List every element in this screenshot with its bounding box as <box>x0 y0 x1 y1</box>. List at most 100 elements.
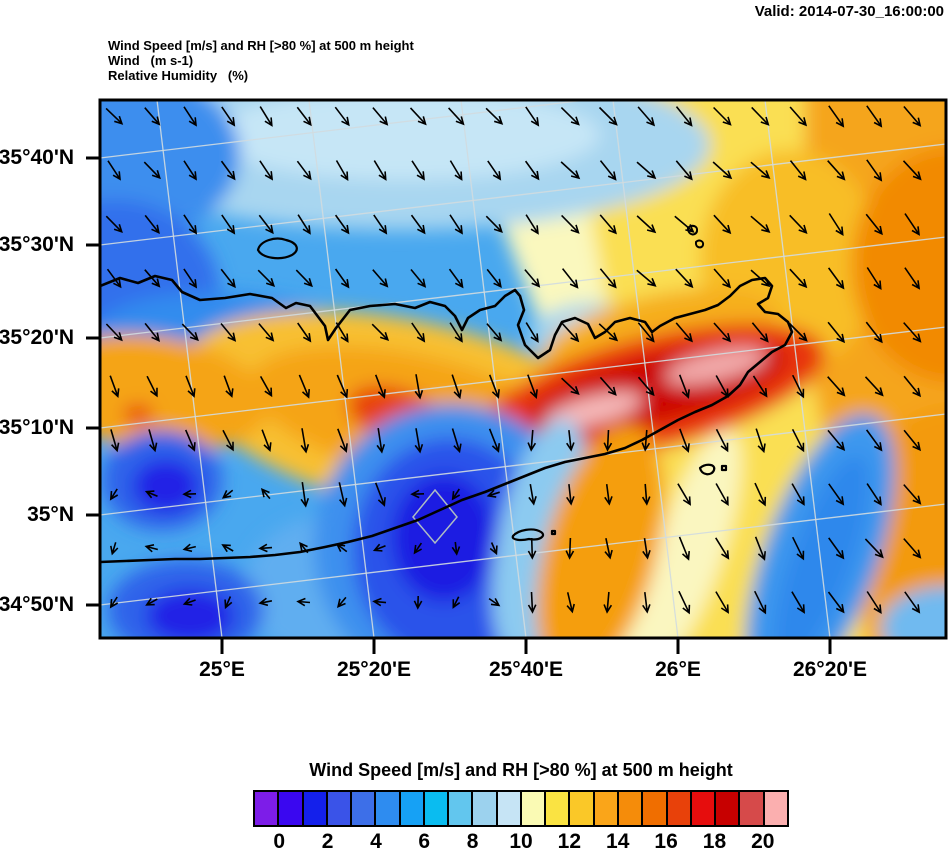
colorbar-cell <box>424 792 450 825</box>
wind-arrow <box>828 213 844 236</box>
wind-arrow <box>675 268 694 289</box>
wind-arrow <box>413 542 423 555</box>
wind-arrow <box>712 161 733 180</box>
wind-arrow <box>865 429 883 452</box>
wind-arrow <box>527 591 537 614</box>
wind-arrow <box>751 322 769 343</box>
wind-arrow <box>183 214 198 235</box>
wind-arrow <box>715 591 729 614</box>
wind-arrow <box>527 374 538 399</box>
wind-arrow <box>334 106 350 127</box>
wind-arrow <box>678 590 691 615</box>
title-line-2: Wind (m s-1) <box>108 53 194 68</box>
wind-arrow <box>146 375 158 398</box>
colorbar-tick-label: 14 <box>606 830 630 853</box>
wind-arrow <box>677 483 691 506</box>
wind-arrow <box>485 215 503 234</box>
colorbar-cell <box>740 792 765 825</box>
wind-arrow <box>184 429 196 452</box>
wind-arrow <box>678 374 690 399</box>
wind-arrow <box>904 591 921 614</box>
lat-label: 35°N <box>27 503 74 526</box>
wind-arrow <box>603 429 613 452</box>
colorbar-tick-label: 20 <box>751 830 775 853</box>
wind-arrow <box>903 429 922 452</box>
wind-arrow <box>261 429 272 452</box>
wind-arrow <box>182 597 196 606</box>
wind-arrow <box>527 537 537 560</box>
map-border <box>98 98 948 640</box>
colorbar-title: Wind Speed [m/s] and RH [>80 %] at 500 m… <box>309 760 733 780</box>
colorbar-tick-label: 18 <box>702 830 727 853</box>
wind-arrow <box>297 322 312 343</box>
wind-arrow <box>451 488 461 501</box>
colorbar-cell <box>546 792 571 825</box>
wind-arrow <box>411 322 426 343</box>
wind-arrow <box>750 215 771 233</box>
wind-arrow <box>903 375 922 398</box>
wind-arrow <box>257 269 276 288</box>
wind-arrow <box>373 214 388 235</box>
wind-arrow <box>827 267 845 290</box>
wind-arrow <box>335 322 349 343</box>
wind-arrow <box>109 375 120 398</box>
wind-arrow <box>371 323 390 342</box>
colorbar-cell <box>279 792 304 825</box>
wind-arrow <box>903 105 922 127</box>
wind-arrow <box>636 269 657 287</box>
lat-label: 35°30'N <box>0 233 74 256</box>
colorbar-cell <box>667 792 692 825</box>
colorbar-tick-label: 16 <box>654 830 678 853</box>
figure-titles: Wind Speed [m/s] and RH [>80 %] at 500 m… <box>108 38 414 83</box>
colorbar-cell <box>691 792 717 825</box>
koufonisi-island <box>698 463 728 476</box>
wind-arrow <box>144 322 160 342</box>
lon-label: 25°20'E <box>336 658 412 681</box>
chrissi-island <box>511 528 557 542</box>
colorbar-cell <box>618 792 644 825</box>
wind-arrow <box>904 213 920 236</box>
wind-arrow <box>143 161 161 180</box>
wind-arrow <box>374 374 386 399</box>
wind-arrow <box>336 596 347 608</box>
wind-arrow <box>604 538 613 560</box>
wind-arrow <box>789 268 808 289</box>
colorbar-cell <box>473 792 498 825</box>
wind-arrow <box>715 375 729 399</box>
wind-arrow <box>336 374 349 399</box>
wind-arrow <box>144 107 161 126</box>
wind-arrow <box>220 322 237 342</box>
wind-arrow <box>637 106 656 127</box>
wind-arrow <box>755 428 766 454</box>
wind-arrow <box>525 322 539 343</box>
wind-arrow <box>528 483 537 506</box>
wind-arrow <box>603 591 613 614</box>
wind-arrow <box>259 376 273 398</box>
coastlines <box>100 224 794 564</box>
wind-arrow <box>828 483 845 506</box>
wind-arrow <box>374 482 386 507</box>
wind-arrow <box>298 374 310 399</box>
colorbar-tick-label: 8 <box>466 830 479 853</box>
wind-arrow <box>372 269 389 288</box>
colorbar-tick-label: 10 <box>509 830 533 853</box>
colorbar-cell <box>327 792 353 825</box>
wind-arrow <box>300 481 310 508</box>
wind-arrow <box>903 322 922 343</box>
wind-arrow <box>525 106 540 127</box>
valid-timestamp: Valid: 2014-07-30_16:00:00 <box>754 3 944 20</box>
wind-arrow <box>636 215 657 234</box>
wind-arrow <box>903 538 922 559</box>
wind-arrow <box>334 268 350 289</box>
wind-arrow <box>713 214 732 235</box>
wind-arrow <box>715 483 729 507</box>
colorbar <box>253 790 789 827</box>
wind-arrow <box>598 106 618 126</box>
wind-arrow <box>641 429 651 452</box>
wind-arrow <box>295 269 313 288</box>
wind-arrow <box>259 160 274 181</box>
wind-arrow <box>296 597 311 607</box>
wind-arrow <box>448 107 465 126</box>
wind-arrow <box>866 267 882 290</box>
wind-arrow <box>485 107 504 125</box>
